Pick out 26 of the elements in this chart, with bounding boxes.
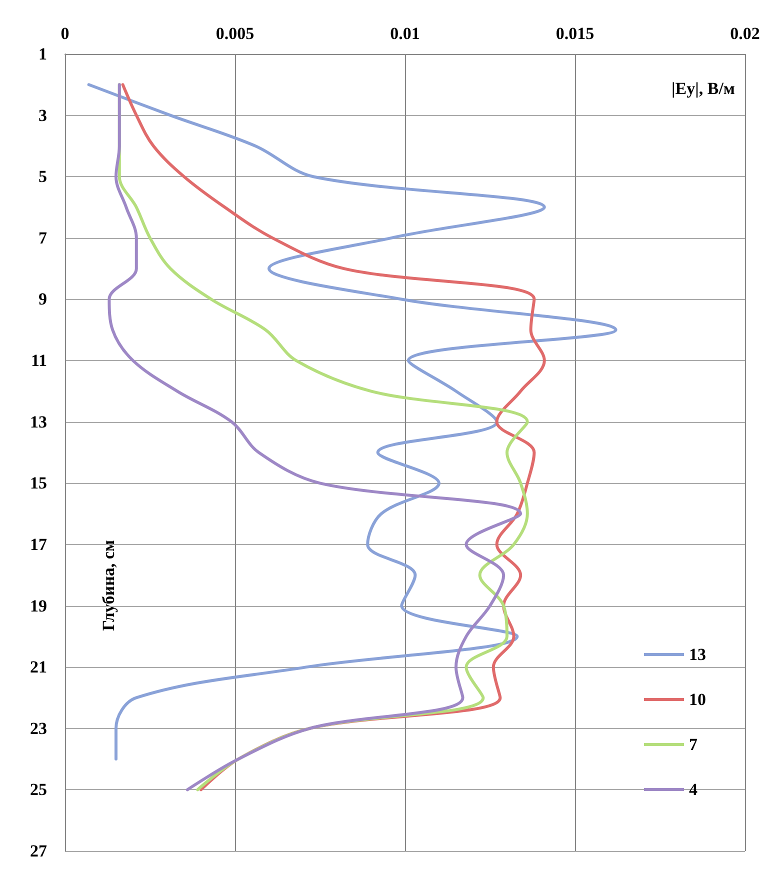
y-tick-label: 11 <box>30 351 47 370</box>
y-tick-label: 25 <box>30 780 47 800</box>
y-tick-label: 5 <box>38 167 47 186</box>
y-tick-label: 1 <box>38 44 47 64</box>
x-tick-label: 0.005 <box>216 24 254 43</box>
legend-label: 10 <box>689 690 706 709</box>
x-axis-title: |Ey|, В/м <box>672 79 736 98</box>
y-tick-label: 23 <box>30 718 47 738</box>
legend-label: 4 <box>689 780 698 799</box>
y-tick-label: 19 <box>30 596 47 616</box>
y-tick-label: 9 <box>38 290 47 309</box>
y-tick-label: 13 <box>30 412 47 432</box>
y-axis-title: Глубина, см <box>99 540 118 631</box>
x-tick-label: 0.02 <box>730 24 760 43</box>
y-tick-label: 7 <box>38 228 48 248</box>
y-tick-label: 15 <box>30 474 47 493</box>
x-tick-label: 0 <box>60 24 70 43</box>
legend-label: 7 <box>689 735 698 754</box>
y-tick-label: 27 <box>30 842 48 860</box>
x-tick-label: 0.015 <box>556 24 594 43</box>
y-tick-label: 3 <box>38 106 47 125</box>
legend-label: 13 <box>689 645 706 664</box>
y-tick-label: 21 <box>30 658 47 677</box>
x-tick-label: 0.01 <box>390 24 420 43</box>
line-series <box>87 83 618 761</box>
y-tick-label: 17 <box>30 534 48 554</box>
